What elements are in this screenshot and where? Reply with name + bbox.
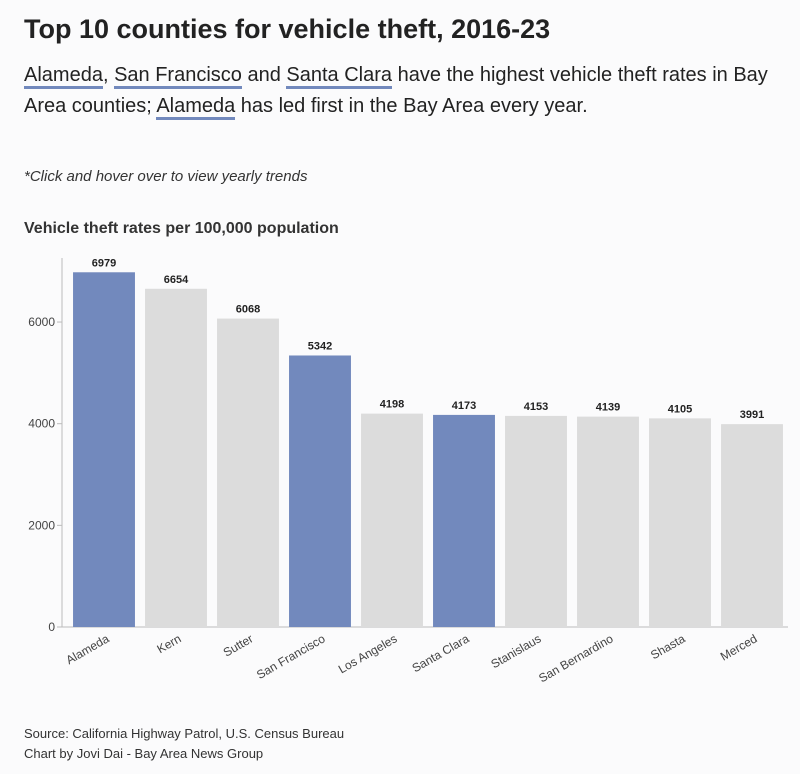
x-tick-label: San Francisco (254, 631, 328, 682)
subtitle-text: , (102, 64, 115, 86)
y-axis-label: Vehicle theft rates per 100,000 populati… (24, 220, 339, 237)
x-tick-label: Kern (155, 631, 184, 656)
x-tick-label: Alameda (63, 631, 111, 667)
y-tick-label: 2000 (28, 518, 55, 532)
highlighted-county[interactable]: San Francisco (114, 64, 242, 89)
bar[interactable] (73, 272, 135, 627)
bar[interactable] (361, 413, 423, 627)
value-label: 4198 (380, 399, 404, 411)
bar[interactable] (433, 414, 495, 627)
value-label: 6068 (236, 304, 260, 316)
x-tick-label: Sutter (221, 631, 256, 659)
value-label: 3991 (740, 409, 764, 421)
y-tick-label: 4000 (28, 417, 55, 431)
bar[interactable] (649, 418, 711, 627)
x-tick-label: Stanislaus (489, 631, 544, 671)
y-tick-label: 6000 (28, 315, 55, 329)
credit-line: Chart by Jovi Dai - Bay Area News Group (24, 746, 264, 761)
annotation: *Click and hover over to view yearly tre… (24, 168, 308, 185)
value-label: 4153 (524, 401, 548, 413)
highlighted-county[interactable]: Alameda (24, 64, 103, 89)
bar[interactable] (145, 288, 207, 627)
value-label: 4139 (596, 402, 620, 414)
subtitle-text: have the highest vehicle theft rates in … (24, 64, 768, 117)
value-label: 4105 (668, 403, 692, 415)
subtitle: Alameda, San Francisco and Santa Clara h… (24, 60, 784, 122)
x-tick-label: Santa Clara (410, 631, 472, 675)
bar[interactable] (289, 355, 351, 627)
value-label: 6979 (92, 257, 116, 269)
highlighted-county[interactable]: Santa Clara (286, 64, 393, 89)
y-tick-label: 0 (48, 620, 55, 634)
subtitle-text: and (241, 64, 287, 86)
source: Source: California Highway Patrol, U.S. … (24, 724, 344, 764)
x-tick-label: Shasta (648, 631, 688, 662)
subtitle-text: has led first in the Bay Area every year… (235, 95, 588, 117)
value-label: 6654 (164, 274, 189, 286)
source-line: Source: California Highway Patrol, U.S. … (24, 726, 345, 741)
x-tick-label: Merced (718, 631, 760, 663)
value-label: 5342 (308, 340, 332, 352)
bar[interactable] (217, 318, 279, 627)
x-tick-label: San Bernardino (536, 631, 616, 685)
chart-title: Top 10 counties for vehicle theft, 2016-… (24, 14, 551, 44)
bar[interactable] (577, 416, 639, 627)
value-label: 4173 (452, 400, 476, 412)
x-tick-label: Los Angeles (336, 631, 400, 676)
bar[interactable] (505, 415, 567, 627)
bar[interactable] (721, 424, 783, 627)
highlighted-county[interactable]: Alameda (156, 95, 236, 120)
